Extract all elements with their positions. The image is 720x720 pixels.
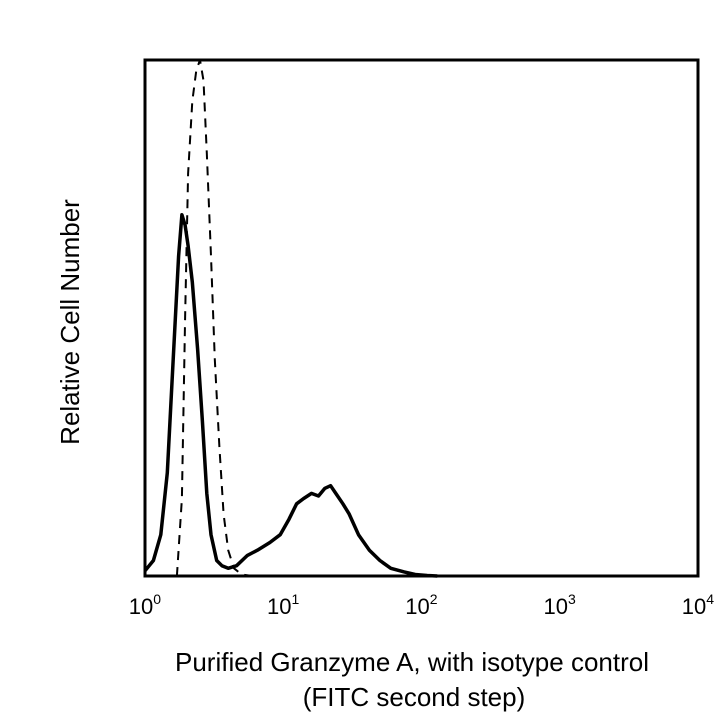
x-axis-label-line2: (FITC second step) xyxy=(303,682,526,712)
x-tick-label: 102 xyxy=(405,591,437,619)
x-tick-label: 100 xyxy=(129,591,161,619)
series-layer xyxy=(143,59,438,578)
x-tick-label: 104 xyxy=(682,591,714,619)
x-tick-label: 101 xyxy=(267,591,299,619)
isotype-control-dashed-line xyxy=(175,59,253,577)
granzyme-a-solid-line xyxy=(143,213,438,578)
plot-frame xyxy=(143,58,700,578)
x-tick-labels: 100 101 102 103 104 xyxy=(129,591,714,619)
x-axis-label-line1: Purified Granzyme A, with isotype contro… xyxy=(175,647,649,677)
y-axis-label: Relative Cell Number xyxy=(55,199,85,445)
x-tick-label: 103 xyxy=(544,591,576,619)
